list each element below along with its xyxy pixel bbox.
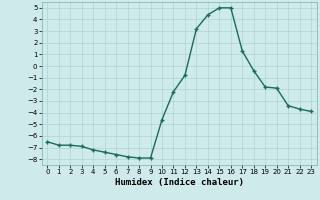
X-axis label: Humidex (Indice chaleur): Humidex (Indice chaleur) — [115, 178, 244, 187]
